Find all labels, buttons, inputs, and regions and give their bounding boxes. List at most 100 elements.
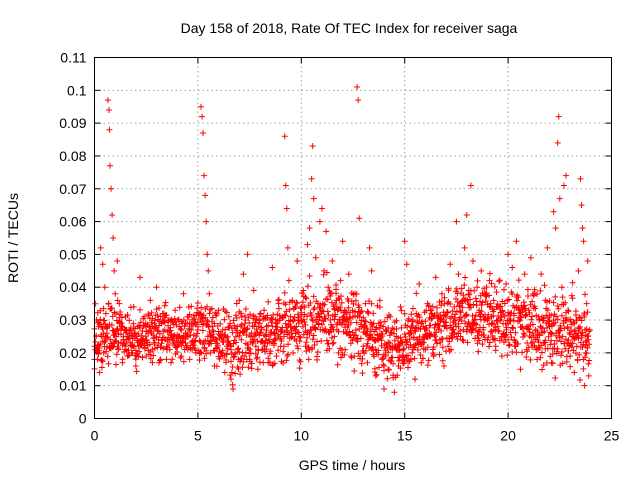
data-point bbox=[110, 343, 117, 350]
data-point bbox=[182, 330, 189, 337]
data-point bbox=[204, 251, 211, 258]
data-point bbox=[153, 284, 160, 291]
data-point bbox=[217, 320, 224, 327]
data-point bbox=[486, 277, 493, 284]
y-axis-label: ROTI / TECUs bbox=[5, 193, 21, 283]
data-point bbox=[303, 339, 310, 346]
data-point bbox=[115, 346, 122, 353]
data-point bbox=[541, 282, 548, 289]
data-point bbox=[581, 382, 588, 389]
y-tick-label: 0.03 bbox=[59, 312, 86, 328]
data-point bbox=[149, 359, 156, 366]
data-point bbox=[304, 241, 311, 248]
data-point bbox=[555, 305, 562, 312]
data-point bbox=[203, 218, 210, 225]
data-point bbox=[168, 359, 175, 366]
data-point bbox=[146, 341, 153, 348]
data-point bbox=[390, 360, 397, 367]
data-point bbox=[290, 316, 297, 323]
data-point bbox=[224, 333, 231, 340]
data-point bbox=[103, 324, 110, 331]
data-point bbox=[509, 291, 516, 298]
data-point bbox=[455, 320, 462, 327]
data-point bbox=[401, 238, 408, 245]
data-point bbox=[408, 311, 415, 318]
data-point bbox=[310, 293, 317, 300]
data-point bbox=[495, 313, 502, 320]
data-points bbox=[91, 84, 593, 396]
data-point bbox=[242, 305, 249, 312]
data-point bbox=[346, 315, 353, 322]
data-point bbox=[219, 347, 226, 354]
y-tick-label: 0.01 bbox=[59, 378, 86, 394]
data-point bbox=[325, 311, 332, 318]
data-point bbox=[215, 307, 222, 314]
data-point bbox=[418, 359, 425, 366]
data-point bbox=[464, 339, 471, 346]
data-point bbox=[321, 267, 328, 274]
data-point bbox=[512, 329, 519, 336]
data-point bbox=[231, 322, 238, 329]
data-point bbox=[501, 313, 508, 320]
data-point bbox=[108, 305, 115, 312]
data-point bbox=[411, 355, 418, 362]
data-point bbox=[558, 312, 565, 319]
data-point bbox=[273, 353, 280, 360]
data-point bbox=[170, 333, 177, 340]
y-tick-label: 0.09 bbox=[59, 115, 86, 131]
data-point bbox=[169, 356, 176, 363]
data-point bbox=[234, 323, 241, 330]
data-point bbox=[322, 315, 329, 322]
data-point bbox=[336, 296, 343, 303]
data-point bbox=[125, 347, 132, 354]
data-point bbox=[285, 277, 292, 284]
data-point bbox=[439, 357, 446, 364]
data-point bbox=[284, 244, 291, 251]
data-point bbox=[397, 334, 404, 341]
x-tick-label: 10 bbox=[294, 428, 310, 444]
data-point bbox=[525, 307, 532, 314]
data-point bbox=[156, 357, 163, 364]
data-point bbox=[163, 356, 170, 363]
data-point bbox=[537, 287, 544, 294]
data-point bbox=[469, 257, 476, 264]
data-point bbox=[562, 345, 569, 352]
data-point bbox=[309, 317, 316, 324]
data-point bbox=[119, 359, 126, 366]
data-point bbox=[101, 339, 108, 346]
data-point bbox=[159, 310, 166, 317]
data-point bbox=[526, 309, 533, 316]
data-point bbox=[136, 306, 143, 313]
data-point bbox=[554, 139, 561, 146]
data-point bbox=[200, 129, 207, 136]
data-point bbox=[467, 296, 474, 303]
data-point bbox=[142, 333, 149, 340]
data-point bbox=[391, 389, 398, 396]
data-point bbox=[248, 330, 255, 337]
data-point bbox=[331, 333, 338, 340]
data-point bbox=[441, 294, 448, 301]
data-point bbox=[459, 297, 466, 304]
data-point bbox=[372, 372, 379, 379]
data-point bbox=[254, 366, 261, 373]
data-point bbox=[523, 346, 530, 353]
x-tick-label: 15 bbox=[397, 428, 413, 444]
data-point bbox=[378, 337, 385, 344]
data-point bbox=[314, 300, 321, 307]
data-point bbox=[114, 297, 121, 304]
data-point bbox=[352, 297, 359, 304]
data-point bbox=[318, 337, 325, 344]
data-point bbox=[196, 357, 203, 364]
data-point bbox=[132, 362, 139, 369]
data-point bbox=[198, 349, 205, 356]
x-tick-label: 20 bbox=[500, 428, 516, 444]
data-point bbox=[354, 84, 361, 91]
data-point bbox=[139, 328, 146, 335]
data-point bbox=[192, 349, 199, 356]
data-point bbox=[165, 341, 172, 348]
data-point bbox=[308, 327, 315, 334]
data-point bbox=[546, 318, 553, 325]
data-point bbox=[513, 349, 520, 356]
data-point bbox=[520, 299, 527, 306]
data-point bbox=[510, 312, 517, 319]
